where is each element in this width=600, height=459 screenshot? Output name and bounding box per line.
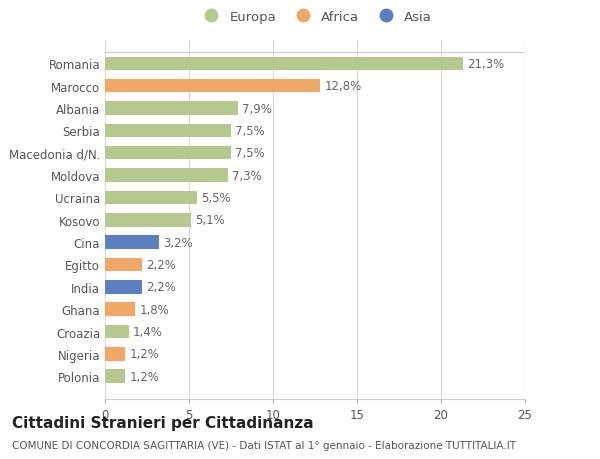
Bar: [105, 57, 463, 71]
Text: 7,5%: 7,5%: [235, 125, 265, 138]
Text: 5,5%: 5,5%: [202, 191, 231, 205]
Text: 1,4%: 1,4%: [133, 325, 163, 338]
Text: 1,2%: 1,2%: [130, 370, 159, 383]
Bar: [105, 124, 231, 138]
Text: 2,2%: 2,2%: [146, 258, 176, 271]
Text: Cittadini Stranieri per Cittadinanza: Cittadini Stranieri per Cittadinanza: [12, 415, 314, 431]
Bar: [105, 213, 191, 227]
Text: 3,2%: 3,2%: [163, 236, 193, 249]
Bar: [105, 258, 142, 272]
Bar: [105, 280, 142, 294]
Bar: [105, 369, 125, 383]
Text: 7,3%: 7,3%: [232, 169, 262, 182]
Text: COMUNE DI CONCORDIA SAGITTARIA (VE) - Dati ISTAT al 1° gennaio - Elaborazione TU: COMUNE DI CONCORDIA SAGITTARIA (VE) - Da…: [12, 440, 516, 450]
Text: 21,3%: 21,3%: [467, 58, 504, 71]
Text: 7,9%: 7,9%: [242, 102, 272, 115]
Bar: [105, 80, 320, 93]
Legend: Europa, Africa, Asia: Europa, Africa, Asia: [194, 7, 436, 28]
Bar: [105, 347, 125, 361]
Bar: [105, 147, 231, 160]
Bar: [105, 191, 197, 205]
Text: 1,2%: 1,2%: [130, 347, 159, 361]
Text: 5,1%: 5,1%: [195, 214, 224, 227]
Text: 1,8%: 1,8%: [139, 303, 169, 316]
Bar: [105, 303, 135, 316]
Bar: [105, 236, 159, 249]
Bar: [105, 169, 227, 182]
Text: 2,2%: 2,2%: [146, 281, 176, 294]
Text: 12,8%: 12,8%: [324, 80, 361, 93]
Text: 7,5%: 7,5%: [235, 147, 265, 160]
Bar: [105, 325, 128, 338]
Bar: [105, 102, 238, 116]
